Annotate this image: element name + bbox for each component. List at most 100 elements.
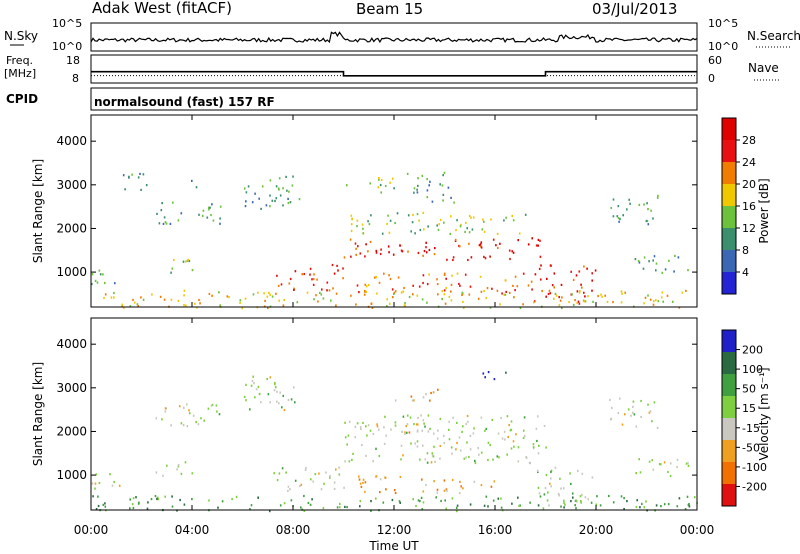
scatter-cell: [342, 277, 344, 280]
scatter-cell: [514, 275, 517, 278]
scatter-cell: [496, 289, 499, 292]
mhz-label: [MHz]: [4, 67, 36, 80]
scatter-cell: [427, 225, 429, 228]
scatter-cell: [419, 500, 421, 503]
scatter-cell: [285, 175, 287, 178]
scatter-cell: [375, 276, 378, 279]
scatter-cell: [436, 278, 438, 281]
scatter-cell: [673, 270, 675, 273]
colorbar-swatch: [722, 184, 736, 206]
scatter-cell: [417, 251, 420, 255]
scatter-cell: [663, 503, 666, 506]
scatter-cell: [529, 462, 531, 465]
scatter-cell: [421, 429, 423, 432]
scatter-cell: [279, 194, 282, 197]
scatter-cell: [387, 214, 389, 217]
time-xlabel: Time UT: [368, 539, 419, 553]
scatter-cell: [197, 423, 200, 426]
scatter-cell: [647, 294, 649, 297]
scatter-cell: [590, 501, 593, 504]
scatter-cell: [364, 481, 367, 484]
scatter-cell: [627, 408, 630, 411]
scatter-cell: [129, 507, 131, 510]
nave-tick-bottom: 0: [708, 72, 715, 85]
scatter-cell: [484, 257, 487, 260]
scatter-cell: [576, 301, 578, 305]
scatter-cell: [422, 396, 425, 399]
scatter-cell: [485, 427, 488, 430]
scatter-cell: [359, 505, 361, 508]
scatter-cell: [377, 186, 380, 189]
scatter-cell: [208, 208, 210, 211]
scatter-cell: [131, 173, 133, 176]
ytick-label: 2000: [56, 221, 87, 235]
scatter-cell: [448, 295, 451, 298]
scatter-cell: [629, 202, 631, 205]
scatter-cell: [451, 452, 453, 455]
scatter-cell: [462, 306, 465, 309]
scatter-cell: [188, 259, 191, 263]
scatter-cell: [358, 291, 360, 294]
scatter-cell: [519, 504, 521, 507]
scatter-cell: [424, 425, 426, 428]
scatter-cell: [103, 296, 105, 300]
scatter-cell: [300, 483, 303, 486]
scatter-cell: [196, 306, 198, 309]
freq-tick-top: 18: [66, 54, 80, 67]
scatter-cell: [685, 462, 688, 465]
scatter-cell: [390, 428, 392, 431]
scatter-cell: [423, 228, 425, 231]
scatter-cell: [216, 410, 218, 413]
scatter-cell: [299, 484, 301, 488]
scatter-cell: [478, 453, 480, 456]
scatter-cell: [450, 446, 453, 449]
scatter-cell: [417, 184, 419, 187]
scatter-cell: [561, 306, 563, 310]
scatter-cell: [351, 218, 353, 221]
scatter-cell: [503, 219, 505, 222]
power-scatter-cells: [91, 171, 689, 310]
scatter-cell: [579, 290, 581, 293]
power-yticks: 1000 2000 3000 4000: [56, 134, 697, 279]
scatter-cell: [441, 297, 443, 301]
scatter-cell: [253, 382, 255, 385]
scatter-cell: [490, 485, 493, 488]
scatter-cell: [452, 258, 454, 262]
scatter-cell: [384, 184, 387, 188]
scatter-cell: [293, 288, 295, 291]
scatter-cell: [459, 225, 462, 228]
scatter-cell: [164, 495, 166, 498]
scatter-cell: [553, 272, 556, 275]
scatter-cell: [439, 457, 441, 460]
scatter-cell: [260, 207, 262, 210]
scatter-cell: [640, 415, 642, 419]
scatter-cell: [643, 302, 645, 305]
scatter-cell: [364, 490, 366, 493]
scatter-cell: [368, 223, 371, 226]
scatter-cell: [655, 504, 658, 507]
scatter-cell: [498, 456, 500, 459]
scatter-cell: [389, 181, 391, 184]
colorbar-tick-label: 28: [742, 134, 756, 147]
scatter-cell: [423, 422, 425, 425]
scatter-cell: [416, 188, 418, 191]
scatter-cell: [535, 427, 538, 430]
scatter-cell: [694, 496, 696, 499]
scatter-cell: [484, 429, 486, 432]
scatter-cell: [477, 447, 479, 450]
scatter-cell: [397, 276, 400, 279]
colorbar-swatch: [722, 118, 736, 140]
scatter-cell: [546, 277, 548, 280]
scatter-cell: [420, 496, 423, 499]
scatter-cell: [480, 290, 483, 293]
scatter-cell: [435, 496, 437, 499]
scatter-cell: [559, 477, 561, 480]
scatter-cell: [401, 250, 404, 253]
scatter-cell: [376, 425, 379, 428]
scatter-cell: [358, 478, 361, 481]
scatter-cell: [462, 487, 464, 490]
scatter-cell: [294, 479, 297, 482]
scatter-cell: [378, 428, 380, 431]
scatter-cell: [500, 506, 503, 509]
scatter-cell: [537, 238, 540, 241]
